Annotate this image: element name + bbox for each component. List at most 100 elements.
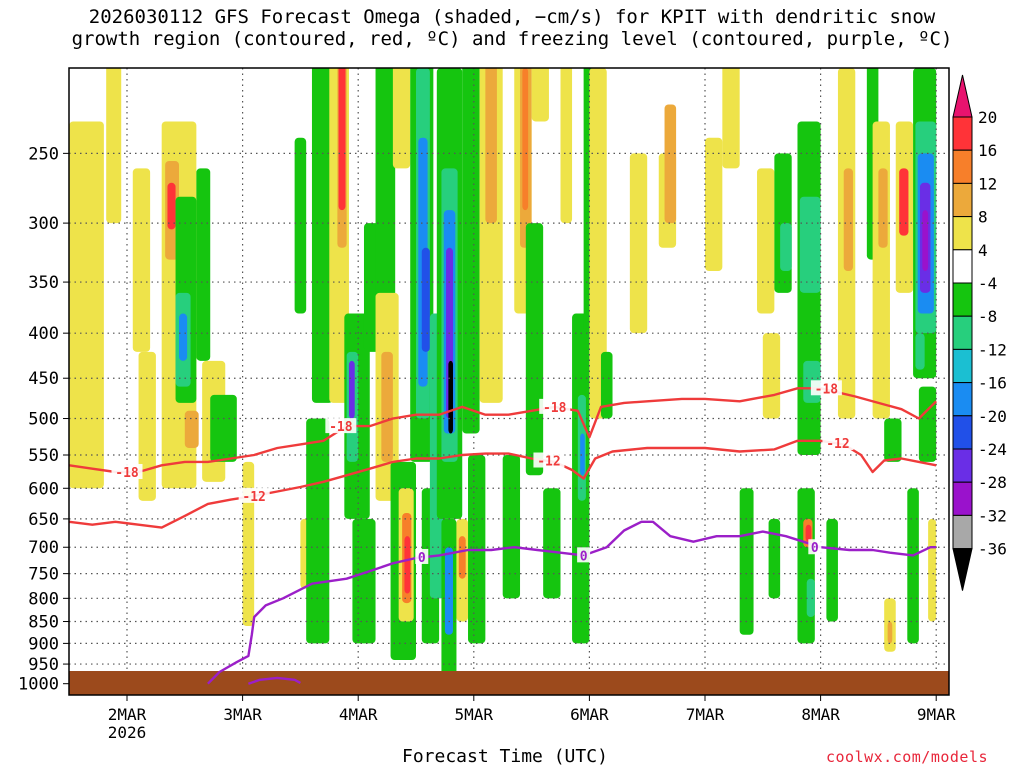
colorbar-label: -4 — [978, 274, 997, 293]
contour-line — [248, 676, 301, 685]
colorbar-top-arrow — [952, 74, 973, 118]
omega-cell — [525, 223, 544, 476]
y-axis: 2503003504004505005506006507007508008509… — [18, 144, 69, 695]
omega-cell — [843, 168, 853, 271]
colorbar-bin — [952, 182, 973, 218]
omega-cell — [922, 210, 929, 271]
omega-cell — [421, 247, 430, 352]
omega-cell — [774, 153, 792, 293]
omega-cell — [739, 488, 754, 635]
chart-title-line-2: growth region (contoured, red, ºC) and f… — [71, 28, 953, 50]
colorbar-bin — [952, 348, 973, 384]
y-tick-label: 650 — [28, 510, 59, 530]
colorbar-bin — [952, 315, 973, 350]
omega-cell — [907, 488, 919, 644]
omega-cell — [167, 182, 176, 230]
omega-cell — [306, 418, 330, 644]
omega-cell — [352, 518, 376, 644]
contour-label-bg — [810, 380, 842, 396]
colorbar-bin — [952, 415, 973, 450]
chart-title: 2026030112 GFS Forecast Omega (shaded, −… — [0, 6, 1024, 50]
omega-cell — [381, 351, 393, 462]
y-tick-label: 850 — [28, 613, 59, 633]
y-tick-label: 1000 — [18, 675, 59, 695]
contour-label-bg — [111, 463, 143, 479]
omega-cell — [722, 68, 740, 169]
omega-cell — [806, 578, 815, 617]
colorbar-bin — [952, 249, 973, 284]
omega-cell — [647, 0, 664, 68]
y-tick-label: 550 — [28, 446, 59, 466]
y-tick-label: 800 — [28, 589, 59, 609]
omega-cell — [560, 68, 573, 224]
x-tick-label: 4MAR — [339, 705, 378, 724]
omega-cell — [762, 333, 781, 419]
omega-cell — [872, 121, 890, 419]
omega-cell — [887, 621, 893, 644]
colorbar-label: -8 — [978, 307, 997, 326]
omega-cell — [531, 68, 549, 122]
colorbar-bin — [952, 514, 973, 550]
x-tick-label: 2MAR — [108, 705, 147, 724]
y-tick-label: 900 — [28, 634, 59, 654]
omega-cell — [780, 223, 792, 271]
contour-label-bg — [533, 452, 565, 468]
y-tick-label: 450 — [28, 369, 59, 389]
colorbar-label: -24 — [978, 440, 1007, 459]
contour-label: -18 — [329, 420, 353, 435]
colorbar-label: -12 — [978, 340, 1007, 359]
y-tick-label: 350 — [28, 273, 59, 293]
contour-label: -12 — [537, 455, 560, 470]
omega-cell — [179, 313, 188, 361]
y-tick-label: 750 — [28, 565, 59, 585]
omega-cell — [664, 104, 677, 224]
contour-label: 0 — [811, 541, 819, 556]
plot-frame — [68, 67, 950, 696]
omega-cell — [502, 454, 521, 599]
omega-cell — [311, 68, 333, 403]
omega-cell — [106, 68, 122, 224]
contour-label: -12 — [242, 490, 265, 505]
contour-label-bg — [415, 548, 429, 564]
y-tick-label: 950 — [28, 655, 59, 675]
omega-cell — [242, 461, 255, 626]
omega-cell — [196, 168, 211, 361]
y-tick-label: 600 — [28, 479, 59, 499]
y-tick-label: 300 — [28, 214, 59, 234]
colorbar-bin — [952, 448, 973, 483]
omega-cell — [448, 360, 453, 434]
credit-link[interactable]: coolwx.com/models — [826, 748, 989, 766]
omega-cell — [890, 0, 902, 68]
colorbar-label: -16 — [978, 374, 1007, 393]
omega-cell — [580, 433, 585, 476]
omega-cell — [543, 488, 561, 599]
omega-cell — [705, 0, 717, 68]
omega-cell — [918, 386, 937, 462]
colorbar-bin — [952, 282, 973, 317]
omega-cell — [485, 68, 497, 224]
colorbar-label: 8 — [978, 208, 988, 227]
omega-cell — [404, 536, 411, 594]
y-tick-label: 700 — [28, 538, 59, 558]
omega-cell — [138, 351, 156, 501]
colorbar-label: -28 — [978, 473, 1007, 492]
contour-label: -18 — [115, 466, 139, 481]
contour-label-bg — [238, 487, 270, 503]
x-axis-title: Forecast Time (UTC) — [402, 746, 608, 767]
omega-cell — [589, 68, 607, 419]
omega-cell — [928, 518, 937, 622]
contour-label-bg — [577, 547, 591, 563]
omega-cell — [799, 196, 821, 293]
contour-label: -18 — [543, 401, 567, 416]
omega-shading — [69, 0, 937, 684]
omega-cell — [458, 536, 466, 579]
temperature-contours: -18 -18 -18 -18 -12 -12 -12 0 0 0 — [69, 380, 938, 685]
omega-cell — [797, 488, 815, 644]
omega-cell — [884, 418, 902, 462]
colorbar-bin — [952, 481, 973, 516]
omega-cell — [826, 518, 838, 622]
omega-cell — [210, 394, 237, 462]
omega-cell — [375, 68, 396, 314]
